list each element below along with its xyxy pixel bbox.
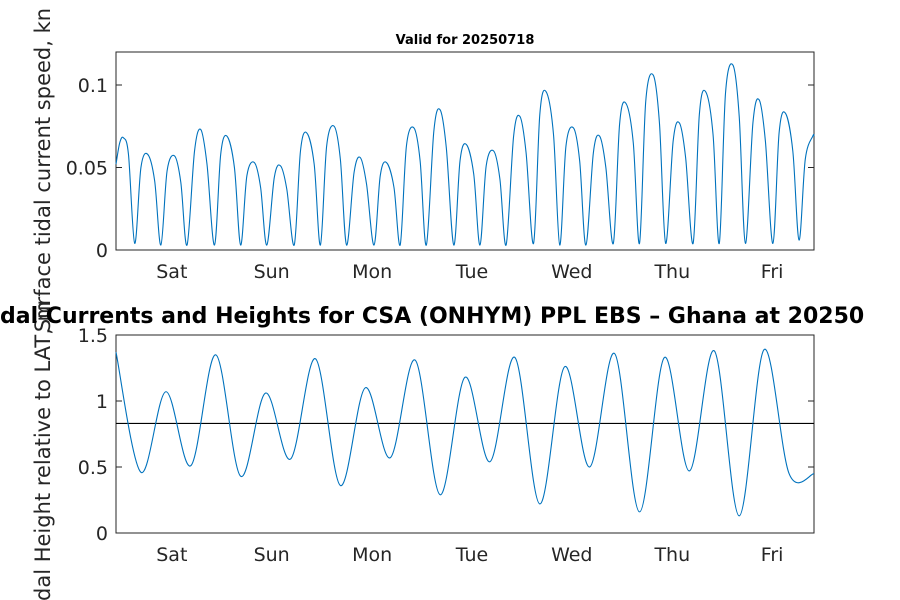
tidal-height-x-day-label: Fri (761, 544, 784, 566)
tidal-height-x-ticks: Sat Sun Mon Tue Wed Thu Fri (156, 544, 783, 566)
current-speed-x-day-label: Tue (455, 261, 488, 283)
current-speed-axes: Valid for 20250718 0 0.05 0.1 Sat Sun Mon Tue… (31, 8, 815, 332)
current-speed-y-ticks: 0 0.05 0.1 (66, 75, 814, 262)
tidal-height-y-tick-label: 1 (96, 391, 108, 413)
tidal-height-x-day-label: Sun (254, 544, 290, 566)
tidal-height-plot-frame (115, 334, 815, 534)
tidal-height-y-axis-label: Tidal Height relative to LAT, m (31, 301, 55, 600)
current-speed-x-day-label: Thu (653, 261, 690, 283)
current-speed-x-day-label: Mon (352, 261, 392, 283)
current-speed-y-tick-label: 0 (96, 240, 108, 262)
current-speed-y-tick-label: 0.05 (66, 158, 108, 180)
tidal-height-y-tick-label: 0.5 (78, 457, 108, 479)
current-speed-x-ticks: Sat Sun Mon Tue Wed Thu Fri (156, 261, 783, 283)
current-speed-y-axis-label: Surface tidal current speed, kn (31, 8, 55, 332)
tidal-height-y-ticks: 0 0.5 1 1.5 (78, 325, 814, 545)
tidal-height-x-day-label: Sat (156, 544, 187, 566)
current-speed-title: Valid for 20250718 (396, 33, 535, 48)
current-speed-y-tick-label: 0.1 (78, 75, 108, 97)
tidal-height-series-line (115, 348, 815, 517)
tidal-height-axes: 0 0.5 1 1.5 Sat Sun Mon Tue Wed Thu Fri Tidal Hei… (31, 301, 815, 600)
current-speed-x-day-label: Sun (254, 261, 290, 283)
current-speed-series-line (115, 63, 815, 246)
tidal-height-y-tick-label: 0 (96, 523, 108, 545)
tidal-height-x-day-label: Mon (352, 544, 392, 566)
current-speed-x-day-label: Fri (761, 261, 784, 283)
figure-main-title: dal Currents and Heights for CSA (ONHYM)… (0, 304, 864, 329)
tidal-height-x-day-label: Tue (455, 544, 488, 566)
tidal-height-x-day-label: Wed (551, 544, 592, 566)
tidal-height-x-day-label: Thu (653, 544, 690, 566)
current-speed-x-day-label: Sat (156, 261, 187, 283)
tidal-height-y-tick-label: 1.5 (78, 325, 108, 347)
current-speed-x-day-label: Wed (551, 261, 592, 283)
